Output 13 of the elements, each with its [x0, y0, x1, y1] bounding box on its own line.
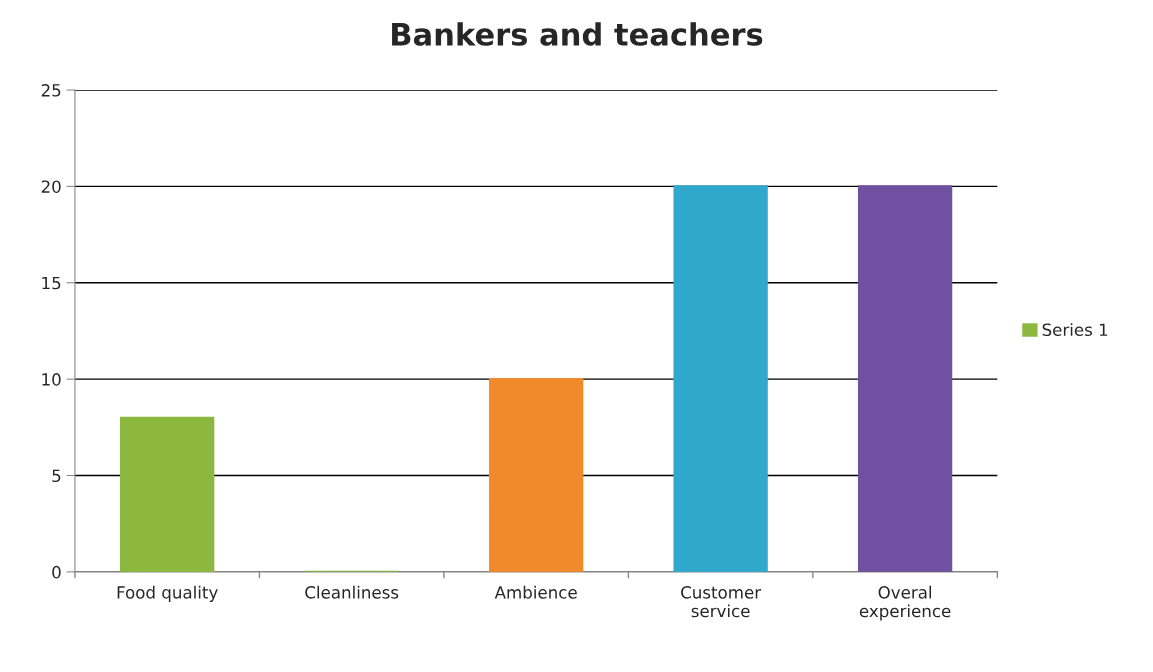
x-tick-label: Overal experience [859, 585, 951, 621]
legend-label: Series 1 [1042, 323, 1108, 337]
x-tick-label: Cleanliness [305, 585, 399, 599]
chart-title: Bankers and teachers [392, 22, 763, 46]
y-tick-label: 0 [52, 565, 61, 579]
y-tick-label: 5 [52, 469, 61, 483]
y-tick-label: 20 [41, 180, 61, 193]
x-tick-label: Customer service [681, 586, 762, 618]
x-tick-label: Food quality [117, 585, 218, 602]
x-tick-label: Ambience [494, 585, 577, 599]
y-tick-label: 25 [41, 84, 61, 97]
y-tick-label: 15 [42, 276, 61, 290]
y-tick-label: 10 [42, 373, 61, 386]
